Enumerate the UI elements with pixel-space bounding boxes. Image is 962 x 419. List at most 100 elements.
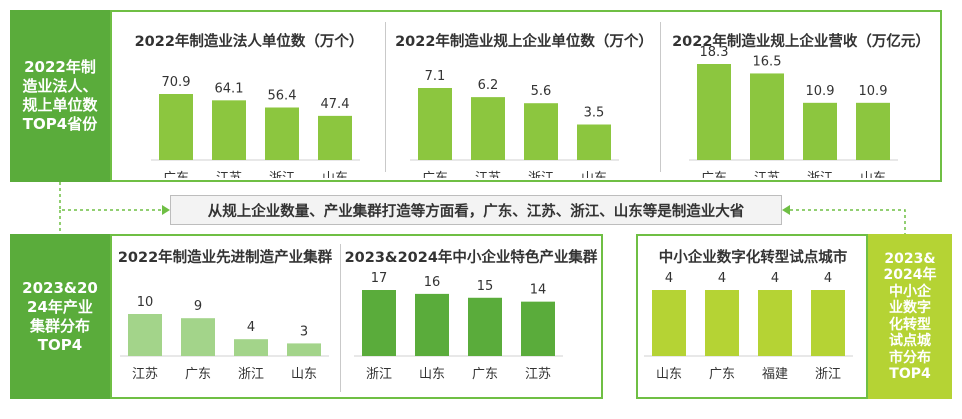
bar-广东 xyxy=(697,64,731,160)
data-label: 5.6 xyxy=(531,84,552,99)
category-label: 江苏 xyxy=(216,170,242,178)
chart-title: 2022年制造业规上企业营收（万亿元） xyxy=(672,34,930,50)
data-label: 10.9 xyxy=(806,84,835,99)
bar-chart-svg: 7.1 广东 6.2 江苏 5.6 浙江 3.5 山东 xyxy=(410,69,619,178)
chart-title: 中小企业数字化转型试点城市 xyxy=(658,250,848,266)
data-label: 17 xyxy=(371,271,388,286)
bar-浙江 xyxy=(811,290,845,356)
chart-revenue: 2022年制造业规上企业营收（万亿元） 18.3 广东 16.5 江苏 10.9 浙江 10… xyxy=(665,18,937,178)
bar-江苏 xyxy=(521,301,555,356)
category-label: 江苏 xyxy=(475,170,501,178)
data-label: 6.2 xyxy=(478,78,499,93)
data-label: 4 xyxy=(824,271,832,286)
category-label: 浙江 xyxy=(269,171,295,178)
top-divider-2 xyxy=(660,22,661,172)
chart-sme-clusters: 2023&2024年中小企业特色产业集群 17 浙江 16 山东 15 广东 14 江苏 xyxy=(342,236,600,396)
bar-山东 xyxy=(652,290,686,356)
data-label: 9 xyxy=(194,299,202,314)
chart-title: 2022年制造业先进制造产业集群 xyxy=(117,250,333,266)
connector-left xyxy=(59,182,162,211)
data-label: 18.3 xyxy=(700,45,729,60)
category-label: 山东 xyxy=(656,367,682,382)
top-divider-1 xyxy=(385,22,386,172)
category-label: 山东 xyxy=(581,171,607,178)
connector-right xyxy=(790,209,906,234)
data-label: 16 xyxy=(424,275,441,290)
bar-山东 xyxy=(415,293,449,356)
category-label: 浙江 xyxy=(815,367,841,382)
bar-山东 xyxy=(856,102,890,160)
data-label: 64.1 xyxy=(215,81,244,96)
data-label: 4 xyxy=(247,320,255,335)
bar-chart-svg: 70.9 广东 64.1 江苏 56.4 浙江 47.4 山东 xyxy=(151,75,360,178)
bar-山东 xyxy=(577,124,611,160)
bar-chart-svg: 4 山东 4 广东 4 福建 4 浙江 xyxy=(644,271,853,382)
bar-江苏 xyxy=(471,97,505,160)
chart-legal-entities: 2022年制造业法人单位数（万个） 70.9 广东 64.1 江苏 56.4 浙江 47.4… xyxy=(115,18,383,178)
bar-浙江 xyxy=(362,290,396,356)
data-label: 70.9 xyxy=(162,75,191,90)
bar-广东 xyxy=(468,297,502,356)
category-label: 江苏 xyxy=(754,170,780,178)
bottom-right-label: 2023& 2024年 中小企 业数字 化转型 试点城 市分布 TOP4 xyxy=(868,234,952,399)
bar-浙江 xyxy=(803,102,837,160)
bar-浙江 xyxy=(234,339,268,356)
bar-浙江 xyxy=(265,107,299,160)
bar-浙江 xyxy=(524,103,558,160)
bar-广东 xyxy=(418,88,452,160)
bottom-left-panel xyxy=(110,234,603,399)
bar-广东 xyxy=(705,290,739,356)
data-label: 14 xyxy=(530,283,547,298)
top-left-label: 2022年制 造业法人、 规上单位数 TOP4省份 xyxy=(10,10,110,182)
category-label: 江苏 xyxy=(132,366,158,382)
data-label: 4 xyxy=(771,271,779,286)
category-label: 江苏 xyxy=(525,366,551,382)
data-label: 56.4 xyxy=(268,88,297,103)
chart-advanced-clusters: 2022年制造业先进制造产业集群 10 江苏 9 广东 4 浙江 3 山东 xyxy=(112,236,338,396)
category-label: 浙江 xyxy=(238,367,264,382)
data-label: 16.5 xyxy=(753,54,782,69)
category-label: 浙江 xyxy=(366,367,392,382)
data-label: 3 xyxy=(300,324,308,339)
bar-chart-svg: 10 江苏 9 广东 4 浙江 3 山东 xyxy=(120,295,329,382)
category-label: 浙江 xyxy=(528,171,554,178)
category-label: 山东 xyxy=(322,171,348,178)
data-label: 4 xyxy=(718,271,726,286)
chart-digital-pilot-cities: 中小企业数字化转型试点城市 4 山东 4 广东 4 福建 4 浙江 xyxy=(640,236,866,396)
bar-山东 xyxy=(318,115,352,160)
bar-广东 xyxy=(181,318,215,356)
category-label: 广东 xyxy=(185,367,211,382)
category-label: 广东 xyxy=(163,171,189,178)
data-label: 3.5 xyxy=(584,106,605,121)
data-label: 10.9 xyxy=(859,84,888,99)
bottom-divider xyxy=(340,244,341,392)
data-label: 4 xyxy=(665,271,673,286)
summary-banner: 从规上企业数量、产业集群打造等方面看，广东、江苏、浙江、山东等是制造业大省 xyxy=(170,195,782,225)
bar-广东 xyxy=(159,94,193,160)
category-label: 山东 xyxy=(291,367,317,382)
arrow-right xyxy=(782,205,790,215)
category-label: 福建 xyxy=(762,367,788,382)
category-label: 广东 xyxy=(472,367,498,382)
data-label: 7.1 xyxy=(425,69,446,84)
chart-title: 2022年制造业规上企业单位数（万个） xyxy=(395,34,653,50)
arrow-left xyxy=(162,205,170,215)
category-label: 广东 xyxy=(422,171,448,178)
bottom-left-label: 2023&20 24年产业 集群分布 TOP4 xyxy=(10,234,110,399)
bar-山东 xyxy=(287,343,321,356)
data-label: 10 xyxy=(137,295,154,310)
bar-chart-svg: 18.3 广东 16.5 江苏 10.9 浙江 10.9 山东 xyxy=(689,45,898,178)
data-label: 47.4 xyxy=(321,97,350,112)
bar-福建 xyxy=(758,290,792,356)
bar-江苏 xyxy=(212,100,246,160)
data-label: 15 xyxy=(477,279,494,294)
bar-chart-svg: 17 浙江 16 山东 15 广东 14 江苏 xyxy=(354,271,563,382)
category-label: 广东 xyxy=(701,171,727,178)
category-label: 山东 xyxy=(419,367,445,382)
category-label: 浙江 xyxy=(807,171,833,178)
category-label: 山东 xyxy=(860,171,886,178)
chart-title: 2023&2024年中小企业特色产业集群 xyxy=(344,250,598,266)
chart-title: 2022年制造业法人单位数（万个） xyxy=(134,34,364,50)
bar-江苏 xyxy=(750,73,784,160)
